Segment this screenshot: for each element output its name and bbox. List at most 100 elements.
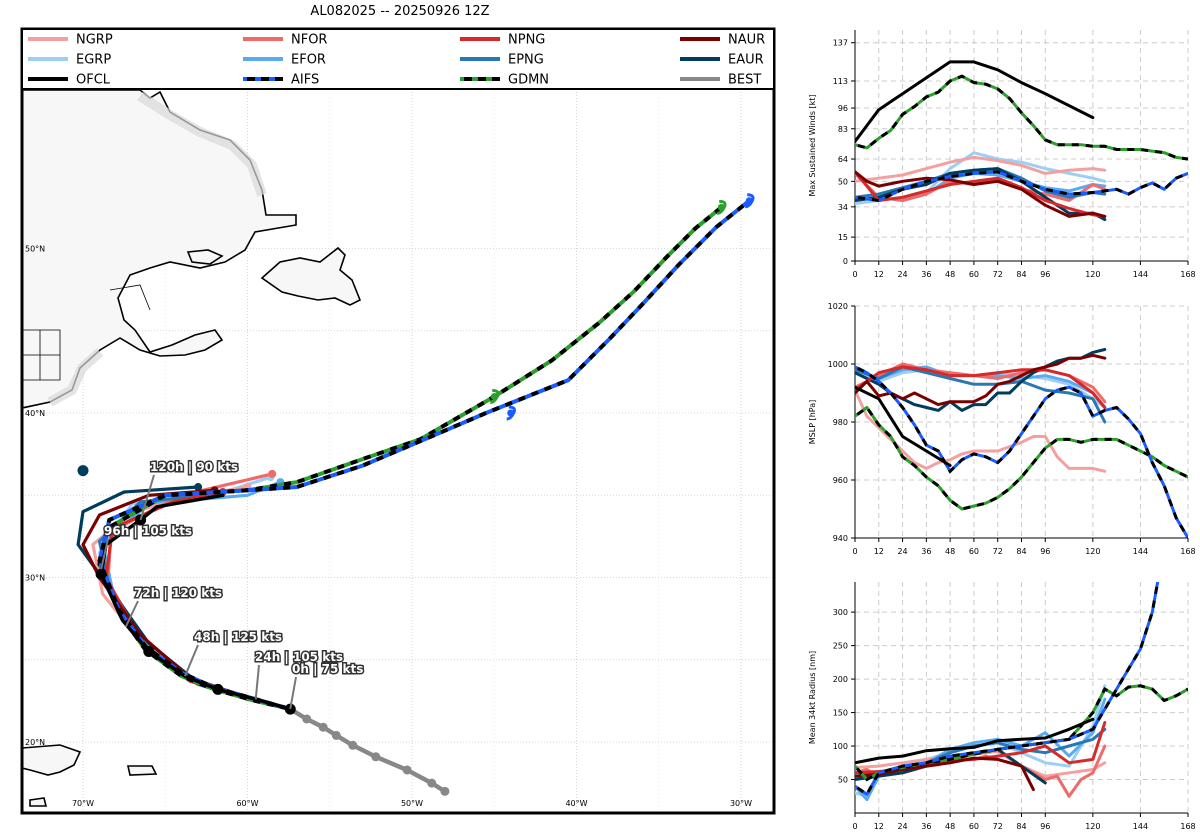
lon-label: 70°W bbox=[72, 799, 94, 808]
tick-label-x: 60 bbox=[969, 822, 979, 831]
series-group bbox=[855, 582, 1188, 802]
tick-label-y: 137 bbox=[833, 39, 848, 48]
track-end-nfor bbox=[268, 469, 277, 478]
cyclone-symbol-center-gdmn bbox=[490, 393, 498, 401]
lon-label: 50°W bbox=[401, 799, 423, 808]
tick-label-x: 84 bbox=[1016, 822, 1026, 831]
tick-label-x: 120 bbox=[1085, 822, 1100, 831]
lat-label: 40°N bbox=[25, 409, 45, 418]
chart-title: AL082025 -- 20250926 12Z bbox=[310, 4, 490, 19]
tick-label-x: 144 bbox=[1133, 547, 1148, 556]
tick-label-x: 24 bbox=[897, 822, 907, 831]
tick-label-x: 144 bbox=[1133, 270, 1148, 279]
tick-label-x: 60 bbox=[969, 547, 979, 556]
land-masses bbox=[22, 89, 362, 807]
tick-label-x: 36 bbox=[921, 547, 931, 556]
tick-label-y: 50 bbox=[838, 177, 848, 186]
cuba-land bbox=[22, 744, 82, 776]
legend-label-efor: EFOR bbox=[291, 53, 326, 68]
legend-label-egrp: EGRP bbox=[76, 53, 111, 68]
pei-land bbox=[186, 249, 224, 265]
legend: NGRP NFOR NPNG NAUR EGRP EFOR EPNG EAUR OFCL AIFS… bbox=[21, 28, 775, 90]
series-dash-aifs bbox=[855, 365, 1188, 538]
tick-label-y: 50 bbox=[838, 776, 848, 785]
tick-label-x: 36 bbox=[921, 270, 931, 279]
series-line-naur bbox=[855, 170, 1107, 218]
best-track-point bbox=[371, 752, 381, 762]
cyclone-symbol-center-aifs bbox=[745, 197, 753, 205]
track-end-eaur bbox=[194, 483, 203, 492]
ofcl-track-point bbox=[143, 646, 155, 658]
eaur-track-point bbox=[77, 465, 89, 477]
annotation-halo: 24h | 105 kts bbox=[255, 650, 343, 664]
annotation-leader bbox=[100, 538, 109, 570]
series-dash-aifs bbox=[855, 582, 1160, 797]
axis-label-y: Mean 34kt Radius [nm] bbox=[808, 651, 817, 744]
tick-label-y: 1000 bbox=[828, 360, 848, 369]
lon-label: 30°W bbox=[730, 799, 752, 808]
lat-label: 50°N bbox=[25, 245, 45, 254]
track-aifs-dash bbox=[97, 199, 751, 712]
axis-label-y: MSLP [hPa] bbox=[808, 400, 817, 444]
track-ofcl bbox=[99, 493, 293, 711]
tick-label-y: 300 bbox=[833, 608, 848, 617]
annotation-halo: 72h | 120 kts bbox=[134, 586, 222, 600]
tick-label-x: 120 bbox=[1085, 270, 1100, 279]
annotation-leader bbox=[289, 676, 297, 710]
legend-label-naur: NAUR bbox=[728, 33, 765, 48]
annotation-label: 72h | 120 kts bbox=[134, 586, 222, 600]
tick-label-x: 144 bbox=[1133, 822, 1148, 831]
tick-label-y: 15 bbox=[838, 233, 848, 242]
tick-label-x: 168 bbox=[1180, 270, 1195, 279]
newfoundland-land bbox=[260, 246, 362, 306]
tick-label-x: 0 bbox=[852, 822, 857, 831]
best-track-point bbox=[348, 740, 358, 750]
track-lines bbox=[76, 193, 755, 796]
annotation-leader bbox=[139, 474, 155, 521]
cyclone-symbol-center-aifs bbox=[507, 409, 515, 417]
series-line-npng bbox=[855, 365, 1107, 409]
tick-label-y: 100 bbox=[833, 742, 848, 751]
tick-label-y: 940 bbox=[833, 534, 848, 543]
cyclone-symbol-center-gdmn bbox=[717, 203, 725, 211]
tick-label-x: 36 bbox=[921, 822, 931, 831]
tick-label-x: 96 bbox=[1040, 547, 1050, 556]
series-line-ngrp bbox=[855, 155, 1107, 183]
tick-label-y: 960 bbox=[833, 476, 848, 485]
lon-label: 40°W bbox=[565, 799, 587, 808]
chart-1: 0 12 24 36 48 60 72 84 96 120 144 168 0 15 34 50 64 83 96 1… bbox=[808, 30, 1196, 279]
annotation-leader bbox=[254, 664, 260, 700]
tick-label-x: 84 bbox=[1016, 270, 1026, 279]
legend-label-nfor: NFOR bbox=[291, 33, 327, 48]
series-dash-gdmn bbox=[855, 74, 1188, 161]
tick-label-y: 34 bbox=[838, 203, 848, 212]
tick-label-x: 24 bbox=[897, 547, 907, 556]
tick-label-x: 12 bbox=[874, 547, 884, 556]
tick-label-x: 72 bbox=[993, 547, 1003, 556]
best-track-point bbox=[302, 714, 312, 724]
tick-label-x: 84 bbox=[1016, 547, 1026, 556]
best-track-point bbox=[318, 722, 328, 732]
annotation-label: 96h | 105 kts bbox=[104, 524, 192, 538]
legend-label-npng: NPNG bbox=[508, 33, 545, 48]
tick-label-x: 120 bbox=[1085, 547, 1100, 556]
lon-label: 60°W bbox=[236, 799, 258, 808]
tick-label-x: 0 bbox=[852, 547, 857, 556]
series-line-npng bbox=[855, 170, 1107, 218]
tick-label-y: 200 bbox=[833, 675, 848, 684]
tick-label-y: 0 bbox=[843, 257, 848, 266]
coast-shading bbox=[47, 91, 267, 407]
tick-label-x: 48 bbox=[945, 822, 955, 831]
tick-label-y: 83 bbox=[838, 125, 848, 134]
series-line-naur bbox=[855, 353, 1107, 407]
lat-label: 20°N bbox=[25, 738, 45, 747]
series-line-ofcl bbox=[855, 60, 1095, 143]
annotation-label: 48h | 125 kts bbox=[194, 630, 282, 644]
annotation-halo: 96h | 105 kts bbox=[104, 524, 192, 538]
annotation-label: 24h | 105 kts bbox=[255, 650, 343, 664]
lat-label: 30°N bbox=[25, 574, 45, 583]
tick-label-y: 1020 bbox=[828, 302, 848, 311]
